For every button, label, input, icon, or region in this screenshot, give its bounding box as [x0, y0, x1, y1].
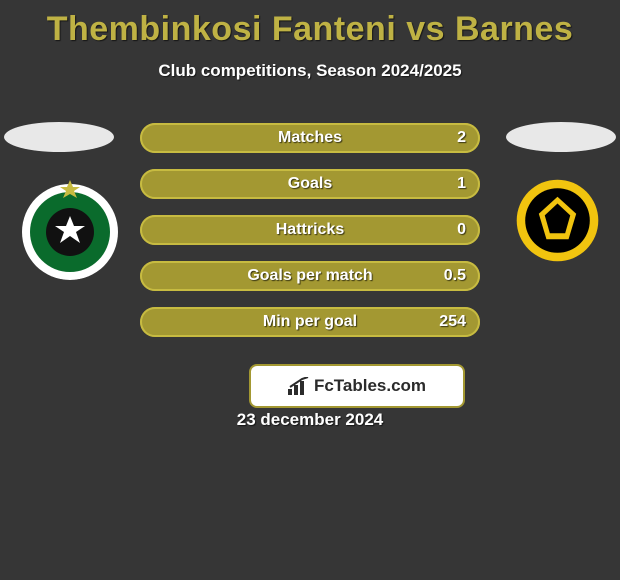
stat-rows: Matches 2 Goals 1 Hattricks 0 Goals per …	[140, 123, 480, 353]
stat-row: Goals 1	[140, 169, 480, 199]
player-left-oval	[4, 122, 114, 152]
stat-value: 2	[457, 129, 466, 147]
club-badge-right-svg	[515, 178, 600, 263]
stat-label: Goals per match	[247, 267, 372, 285]
club-badge-left-svg	[20, 180, 120, 280]
brand-pill[interactable]: FcTables.com	[249, 364, 465, 408]
stat-label: Hattricks	[276, 221, 344, 239]
stat-value: 0.5	[444, 267, 466, 285]
stat-label: Min per goal	[263, 313, 357, 331]
stat-row: Goals per match 0.5	[140, 261, 480, 291]
stat-label: Matches	[278, 129, 342, 147]
stat-value: 0	[457, 221, 466, 239]
stat-value: 254	[439, 313, 466, 331]
stat-value: 1	[457, 175, 466, 193]
stat-row: Min per goal 254	[140, 307, 480, 337]
comparison-card: Thembinkosi Fanteni vs Barnes Club compe…	[0, 0, 620, 580]
stat-label: Goals	[288, 175, 332, 193]
date-stamp: 23 december 2024	[0, 410, 620, 430]
stat-row: Matches 2	[140, 123, 480, 153]
page-title: Thembinkosi Fanteni vs Barnes	[0, 0, 620, 49]
club-badge-left	[20, 180, 120, 280]
brand-text: FcTables.com	[314, 376, 426, 396]
subtitle: Club competitions, Season 2024/2025	[0, 61, 620, 81]
player-right-oval	[506, 122, 616, 152]
club-badge-right	[515, 178, 600, 263]
stat-row: Hattricks 0	[140, 215, 480, 245]
chart-icon	[288, 377, 310, 395]
